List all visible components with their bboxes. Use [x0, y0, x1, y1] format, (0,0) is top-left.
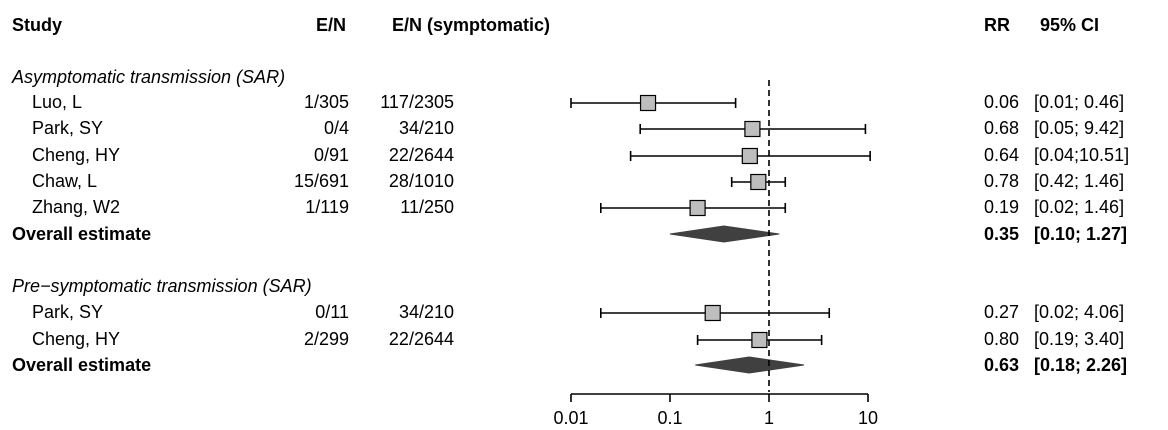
study-ci: [0.02; 1.46] — [1034, 197, 1125, 217]
study-en: 0/11 — [315, 302, 349, 322]
overall-label: Overall estimate — [12, 224, 152, 244]
overall-label: Overall estimate — [12, 355, 152, 375]
study-en: 1/119 — [305, 197, 349, 217]
overall-rr: 0.35 — [984, 224, 1020, 244]
study-ci: [0.42; 1.46] — [1034, 171, 1125, 191]
study-en-symptomatic: 28/1010 — [388, 171, 454, 191]
study-en-symptomatic: 34/210 — [398, 302, 454, 322]
x-tick-label: 0.01 — [553, 408, 588, 428]
header-en: E/N — [315, 15, 346, 35]
overall-ci: [0.10; 1.27] — [1034, 224, 1128, 244]
point-estimate-box — [689, 199, 706, 217]
header-rr: RR — [984, 15, 1010, 35]
study-name: Cheng, HY — [32, 145, 121, 165]
study-ci: [0.04;10.51] — [1034, 145, 1130, 165]
study-rr: 0.19 — [984, 197, 1020, 217]
study-name: Park, SY — [32, 302, 104, 322]
x-tick-label: 10 — [858, 408, 878, 428]
study-rr: 0.27 — [984, 302, 1020, 322]
study-en: 15/691 — [293, 171, 349, 191]
header-study: Study — [12, 15, 63, 35]
study-en-symptomatic: 34/210 — [398, 118, 454, 138]
study-en-symptomatic: 11/250 — [400, 197, 454, 217]
study-ci: [0.02; 4.06] — [1034, 302, 1125, 322]
header-ci: 95% CI — [1040, 15, 1100, 35]
study-rr: 0.06 — [984, 92, 1020, 112]
group-title: Asymptomatic transmission (SAR) — [12, 67, 286, 87]
point-estimate-box — [751, 331, 768, 349]
point-estimate-box — [744, 120, 761, 138]
study-en: 2/299 — [303, 329, 349, 349]
study-rr: 0.68 — [984, 118, 1020, 138]
study-rr: 0.78 — [984, 171, 1020, 191]
overall-diamond — [669, 225, 780, 243]
study-name: Park, SY — [32, 118, 104, 138]
overall-ci: [0.18; 2.26] — [1034, 355, 1128, 375]
study-ci: [0.05; 9.42] — [1034, 118, 1125, 138]
study-en-symptomatic: 117/2305 — [380, 92, 454, 112]
group-title: Pre−symptomatic transmission (SAR) — [12, 276, 312, 296]
study-en: 1/305 — [303, 92, 349, 112]
study-rr: 0.80 — [984, 329, 1020, 349]
point-estimate-box — [704, 304, 721, 322]
study-name: Chaw, L — [32, 171, 98, 191]
study-ci: [0.19; 3.40] — [1034, 329, 1125, 349]
overall-diamond — [695, 356, 805, 374]
x-tick-label: 0.1 — [657, 408, 682, 428]
study-name: Luo, L — [32, 92, 83, 112]
study-en: 0/91 — [313, 145, 349, 165]
study-rr: 0.64 — [984, 145, 1020, 165]
study-name: Zhang, W2 — [32, 197, 121, 217]
study-ci: [0.01; 0.46] — [1034, 92, 1125, 112]
header-en-symptomatic: E/N (symptomatic) — [392, 15, 551, 35]
study-en-symptomatic: 22/2644 — [388, 145, 454, 165]
study-name: Cheng, HY — [32, 329, 121, 349]
study-en-symptomatic: 22/2644 — [388, 329, 454, 349]
point-estimate-box — [639, 94, 657, 112]
study-en: 0/4 — [323, 118, 349, 138]
x-tick-label: 1 — [764, 408, 774, 428]
point-estimate-box — [741, 147, 758, 165]
point-estimate-box — [750, 173, 767, 191]
overall-rr: 0.63 — [984, 355, 1020, 375]
